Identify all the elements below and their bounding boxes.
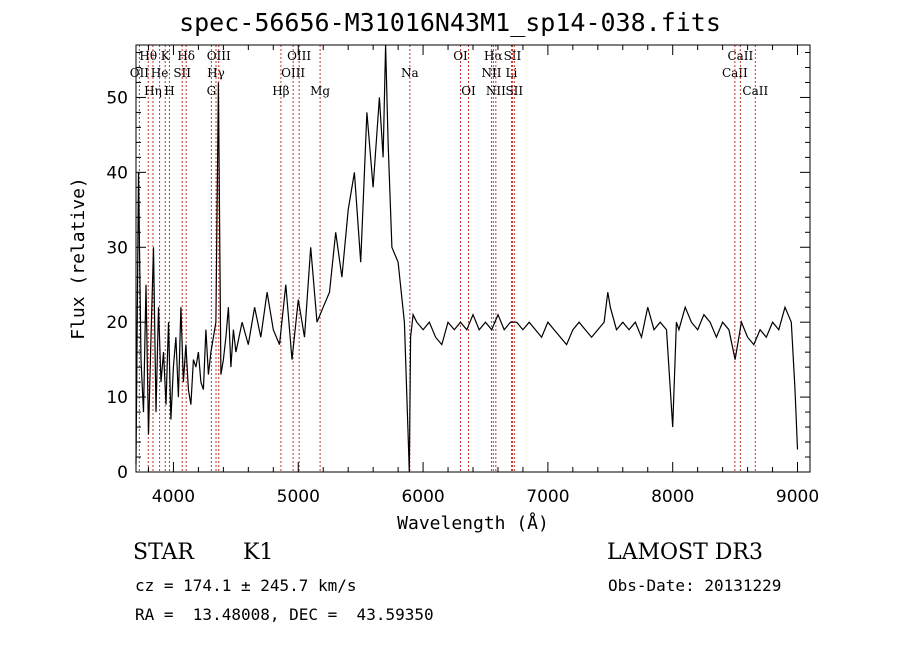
spectral-line-label: OII	[130, 66, 150, 80]
spectral-line-label: H	[164, 84, 174, 98]
object-class: STAR	[133, 540, 194, 565]
spectral-line-label: CaII	[742, 84, 768, 98]
spectral-line-label: Hη	[144, 84, 162, 98]
x-tick-label: 4000	[152, 487, 195, 507]
spectral-line-label: G	[207, 84, 217, 98]
y-tick-label: 0	[117, 463, 128, 483]
spectral-line-label: OIII	[207, 49, 231, 63]
spectral-line-label: Hγ	[207, 66, 225, 80]
spectral-line-label: OI	[453, 49, 468, 63]
spectral-line-label: NII	[481, 66, 501, 80]
x-tick-label: 6000	[401, 487, 444, 507]
spectral-line-label: CaII	[727, 49, 753, 63]
y-tick-label: 50	[106, 88, 128, 108]
spectral-line-label: CaII	[722, 66, 748, 80]
spectral-line-label: Mg	[310, 84, 330, 98]
chart-title: spec-56656-M31016N43M1_sp14-038.fits	[179, 8, 721, 37]
spectral-line-label: Na	[401, 66, 419, 80]
y-tick-label: 40	[106, 163, 128, 183]
spectral-line-label: SII	[504, 49, 522, 63]
redshift-text: cz = 174.1 ± 245.7 km/s	[135, 576, 357, 595]
y-tick-label: 10	[106, 388, 128, 408]
spectral-line-label: NII	[486, 84, 506, 98]
spectral-line-label: K	[161, 49, 171, 63]
x-axis-label: Wavelength (Å)	[397, 512, 549, 534]
x-tick-label: 9000	[776, 487, 819, 507]
x-tick-label: 5000	[277, 487, 320, 507]
spectral-line-label: OIII	[281, 66, 305, 80]
spectral-line-label: SII	[505, 84, 523, 98]
object-subclass: K1	[243, 540, 274, 565]
spectral-line-label: Hα	[484, 49, 503, 63]
y-tick-label: 30	[106, 238, 128, 258]
spectral-line-label: Hδ	[177, 49, 195, 63]
spectral-line-label: He	[151, 66, 169, 80]
spectral-line-label: SII	[173, 66, 191, 80]
spectral-line-label: Li	[506, 66, 518, 80]
survey-name: LAMOST DR3	[607, 540, 763, 565]
plot-frame	[135, 44, 811, 473]
spectral-line-label: Hθ	[139, 49, 157, 63]
spectral-line-label: OIII	[287, 49, 311, 63]
obs-date-text: Obs-Date: 20131229	[608, 576, 782, 595]
y-axis-label: Flux (relative)	[68, 177, 89, 340]
radec-text: RA = 13.48008, DEC = 43.59350	[135, 605, 434, 624]
x-tick-label: 8000	[651, 487, 694, 507]
spectral-line-label: Hβ	[272, 84, 289, 98]
spectrum-line	[135, 44, 799, 473]
x-tick-label: 7000	[526, 487, 569, 507]
spectral-line-label: OI	[461, 84, 476, 98]
y-tick-label: 20	[106, 313, 128, 333]
